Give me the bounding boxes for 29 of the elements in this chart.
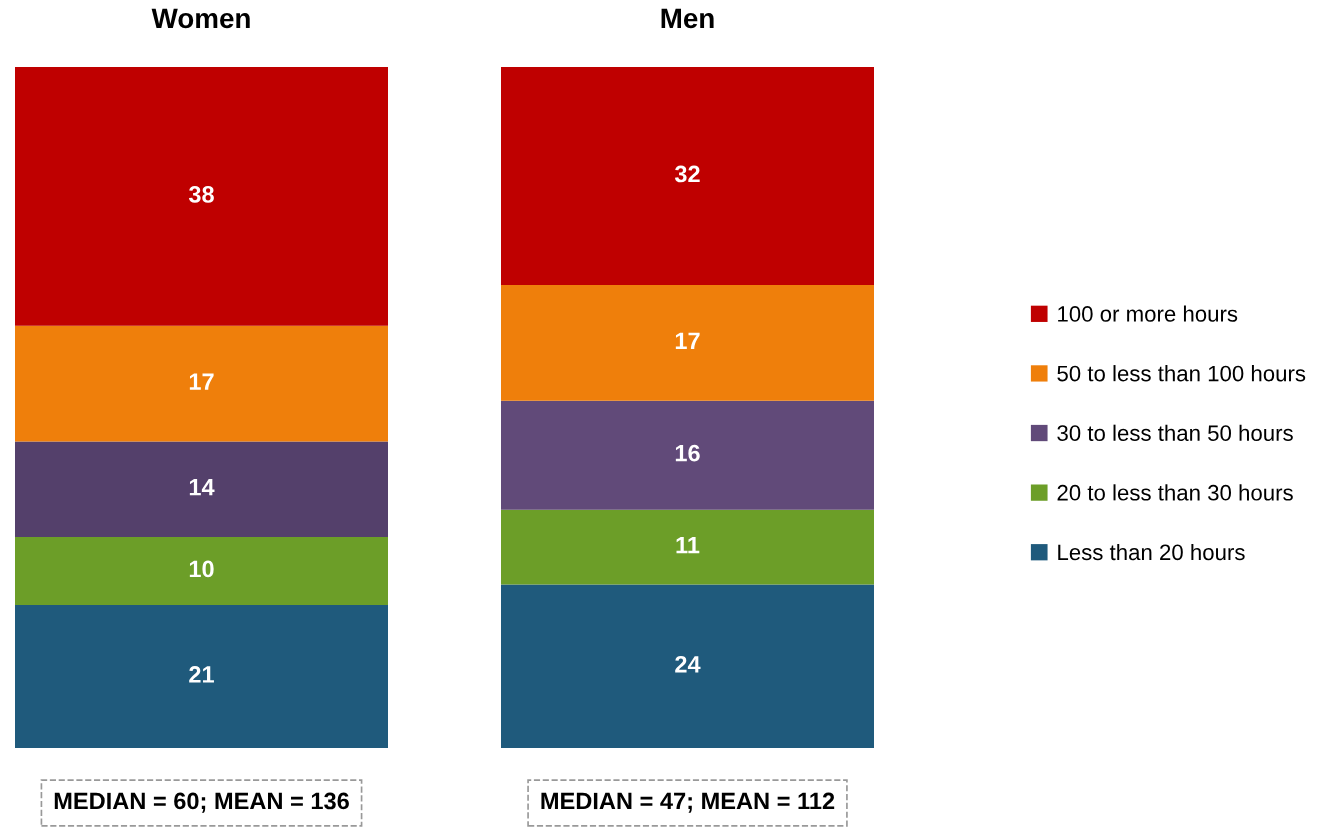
data-label: 16 bbox=[675, 444, 700, 462]
data-label: 10 bbox=[189, 560, 214, 578]
legend-label: 50 to less than 100 hours bbox=[1057, 365, 1306, 382]
x-tick-label: Men bbox=[661, 8, 714, 29]
bar bbox=[501, 400, 874, 510]
text: MEDIAN = 60; MEAN = 136 bbox=[54, 792, 349, 813]
data-label: 24 bbox=[675, 655, 701, 673]
bar bbox=[501, 509, 874, 585]
data-label: 17 bbox=[189, 373, 214, 390]
legend-label: 100 or more hours bbox=[1058, 305, 1238, 322]
data-label: 14 bbox=[189, 479, 215, 496]
bar bbox=[15, 441, 388, 537]
bar bbox=[501, 584, 874, 748]
bar bbox=[15, 67, 388, 326]
data-label: 11 bbox=[676, 536, 700, 554]
data-label: 21 bbox=[189, 666, 214, 683]
data-label: 32 bbox=[674, 165, 700, 183]
legend-label: Less than 20 hours bbox=[1058, 543, 1245, 561]
data-label: 38 bbox=[188, 186, 214, 203]
x-tick-label: Women bbox=[151, 8, 250, 29]
bar bbox=[15, 604, 388, 748]
text: MEDIAN = 47; MEAN = 112 bbox=[541, 792, 835, 813]
data-label: 17 bbox=[675, 332, 700, 349]
bar bbox=[501, 67, 874, 285]
bar bbox=[501, 284, 874, 401]
legend-label: 20 to less than 30 hours bbox=[1057, 484, 1293, 501]
bar bbox=[15, 325, 388, 442]
bar bbox=[15, 536, 388, 605]
legend-label: 30 to less than 50 hours bbox=[1057, 424, 1293, 441]
